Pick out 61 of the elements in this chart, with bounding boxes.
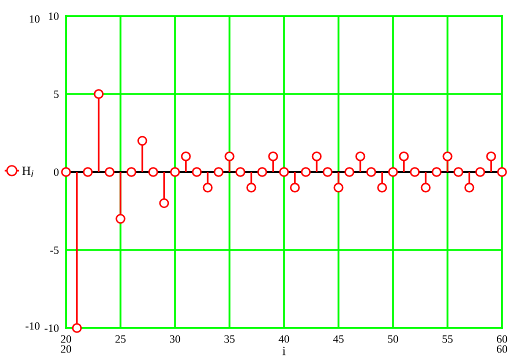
y-tick-label: -10 <box>44 324 59 332</box>
point <box>388 167 398 177</box>
point <box>398 151 409 162</box>
text: -10 <box>26 322 40 330</box>
point <box>82 167 93 177</box>
y-tick-label: 0 <box>54 168 59 176</box>
point <box>224 151 234 162</box>
point <box>355 151 366 162</box>
point <box>180 151 191 162</box>
point <box>366 167 376 177</box>
point <box>420 182 431 193</box>
point <box>334 182 344 193</box>
point <box>235 167 246 177</box>
point <box>464 182 474 193</box>
point <box>410 167 420 177</box>
legend-label: H$_{i}$ <box>22 166 34 178</box>
y-tick-label: 10 <box>48 12 59 20</box>
point <box>486 151 496 162</box>
point <box>214 167 224 177</box>
x-tick-label: 50 <box>388 335 398 343</box>
point <box>442 151 452 162</box>
point <box>453 167 464 177</box>
x-tick-label: 45 <box>333 335 344 343</box>
point <box>344 167 354 177</box>
point <box>377 182 388 193</box>
point <box>72 323 82 333</box>
point <box>116 214 126 224</box>
x-tick-label: 25 <box>115 335 126 343</box>
x-tick-label: 35 <box>224 335 235 343</box>
point <box>159 198 170 208</box>
x-tick-label: 40 <box>278 335 290 343</box>
y-tick-label: -5 <box>50 246 59 254</box>
point <box>432 167 442 177</box>
point <box>290 182 300 193</box>
point <box>497 167 507 177</box>
point <box>192 167 202 177</box>
x-tick-label: 20 <box>60 335 72 343</box>
point <box>126 167 136 177</box>
point <box>137 136 148 146</box>
x-tick-label: 30 <box>170 335 180 343</box>
point <box>257 167 268 177</box>
x-tick-label: 55 <box>442 335 453 343</box>
point <box>61 167 71 177</box>
x-tick-label: 60 <box>496 335 508 343</box>
text: 10 <box>30 15 40 23</box>
point <box>104 167 115 177</box>
x-axis-title: i <box>282 346 286 356</box>
y-tick-label: 5 <box>54 90 59 98</box>
point <box>202 182 213 193</box>
point <box>268 151 278 162</box>
point <box>170 167 180 177</box>
point <box>300 167 311 177</box>
point <box>246 182 256 193</box>
point <box>312 151 322 162</box>
point <box>148 167 158 177</box>
point <box>279 167 289 177</box>
text: 60 <box>496 345 508 353</box>
text: 20 <box>60 345 72 353</box>
point <box>475 167 486 177</box>
point <box>322 167 333 177</box>
point <box>94 89 104 99</box>
